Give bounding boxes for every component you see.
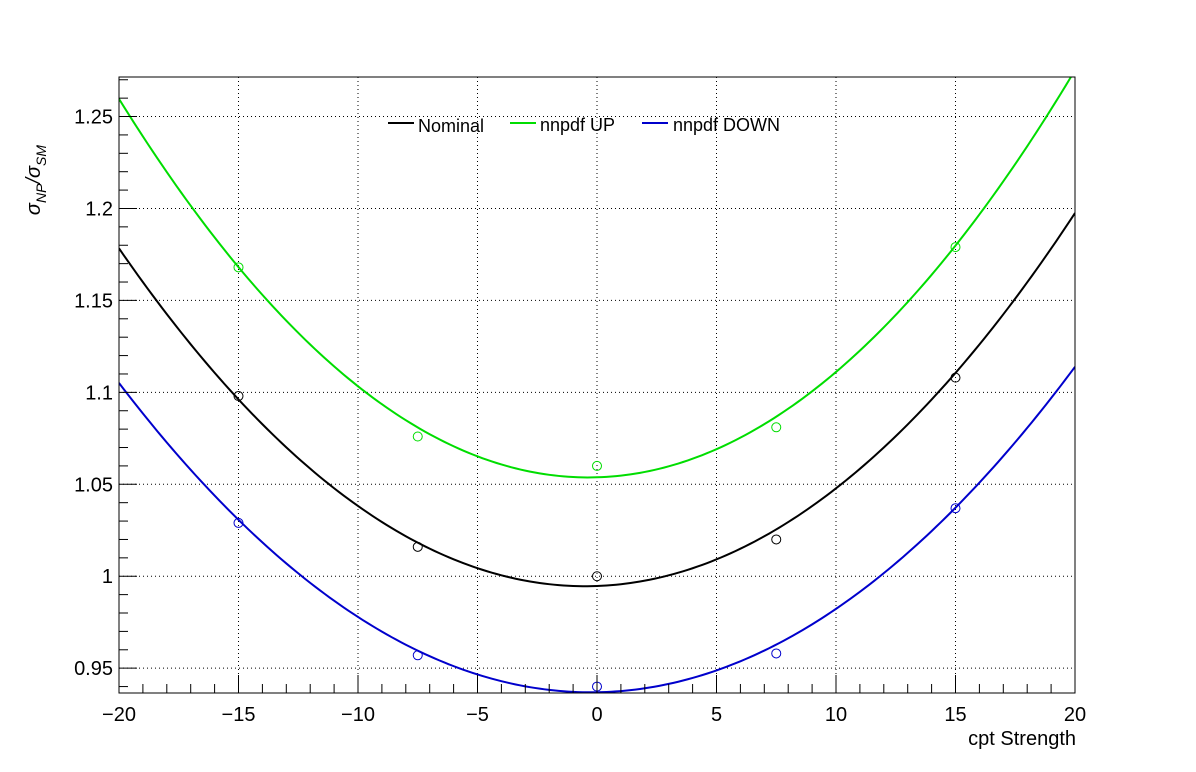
- grid: [119, 77, 1075, 693]
- legend-label-nnpdf-up: nnpdf UP: [540, 115, 615, 135]
- data-point-nominal: [771, 534, 782, 545]
- data-point-nnpdf-down: [233, 517, 244, 528]
- data-point-nominal: [592, 571, 602, 582]
- axis-ticks: [118, 79, 1076, 693]
- data-point-nnpdf-up: [771, 422, 782, 433]
- y-axis-title: σNP/σSM: [23, 145, 49, 215]
- legend: Nominal nnpdf UP nnpdf DOWN: [388, 115, 780, 136]
- fit-curve-nnpdf-up: [119, 77, 1073, 479]
- legend-label-nominal: Nominal: [418, 116, 484, 136]
- data-point-nominal: [412, 541, 423, 552]
- legend-label-nnpdf-down: nnpdf DOWN: [673, 115, 780, 135]
- x-tick-label: 10: [825, 704, 847, 726]
- y-axis-title-sub-np: NP: [33, 183, 49, 203]
- x-tick-label: 15: [944, 704, 966, 726]
- y-tick-label: 1.2: [85, 198, 113, 220]
- svg-text:σNP/σSM: σNP/σSM: [23, 145, 49, 215]
- x-tick-label: 20: [1064, 704, 1086, 726]
- x-tick-label: −15: [222, 704, 256, 726]
- data-point-nominal: [950, 372, 961, 383]
- fit-curve-nominal: [119, 212, 1075, 588]
- data-point-nnpdf-down: [412, 650, 423, 661]
- y-tick-label: 1.1: [85, 382, 113, 404]
- data-point-nnpdf-down: [950, 503, 961, 514]
- data-point-nnpdf-down: [771, 648, 782, 659]
- data-point-nnpdf-up: [233, 262, 244, 273]
- y-tick-label: 1.15: [74, 290, 113, 312]
- x-tick-label: −10: [341, 704, 375, 726]
- x-tick-label: 5: [711, 704, 722, 726]
- x-axis-title: cpt Strength: [968, 728, 1076, 750]
- y-axis-title-separator: /σ: [23, 165, 45, 186]
- y-tick-label: 0.95: [74, 658, 113, 680]
- y-tick-label: 1.25: [74, 107, 113, 129]
- x-tick-label: −20: [102, 704, 136, 726]
- data-point-nnpdf-up: [592, 460, 602, 471]
- y-tick-label: 1: [102, 566, 113, 588]
- data-point-nnpdf-up: [950, 242, 961, 253]
- data-points: [233, 242, 961, 692]
- x-tick-label: 0: [591, 704, 602, 726]
- y-tick-label: 1.05: [74, 474, 113, 496]
- y-axis-title-sigma: σ: [23, 202, 45, 215]
- data-point-nnpdf-up: [412, 431, 423, 442]
- x-tick-labels: −20 −15 −10 −5 0 5 10 15 20: [102, 704, 1086, 726]
- x-tick-label: −5: [466, 704, 489, 726]
- y-axis-title-sub-sm: SM: [33, 145, 49, 166]
- data-point-nominal: [233, 391, 244, 402]
- y-tick-labels: 0.95 1 1.05 1.1 1.15 1.2 1.25: [74, 107, 113, 681]
